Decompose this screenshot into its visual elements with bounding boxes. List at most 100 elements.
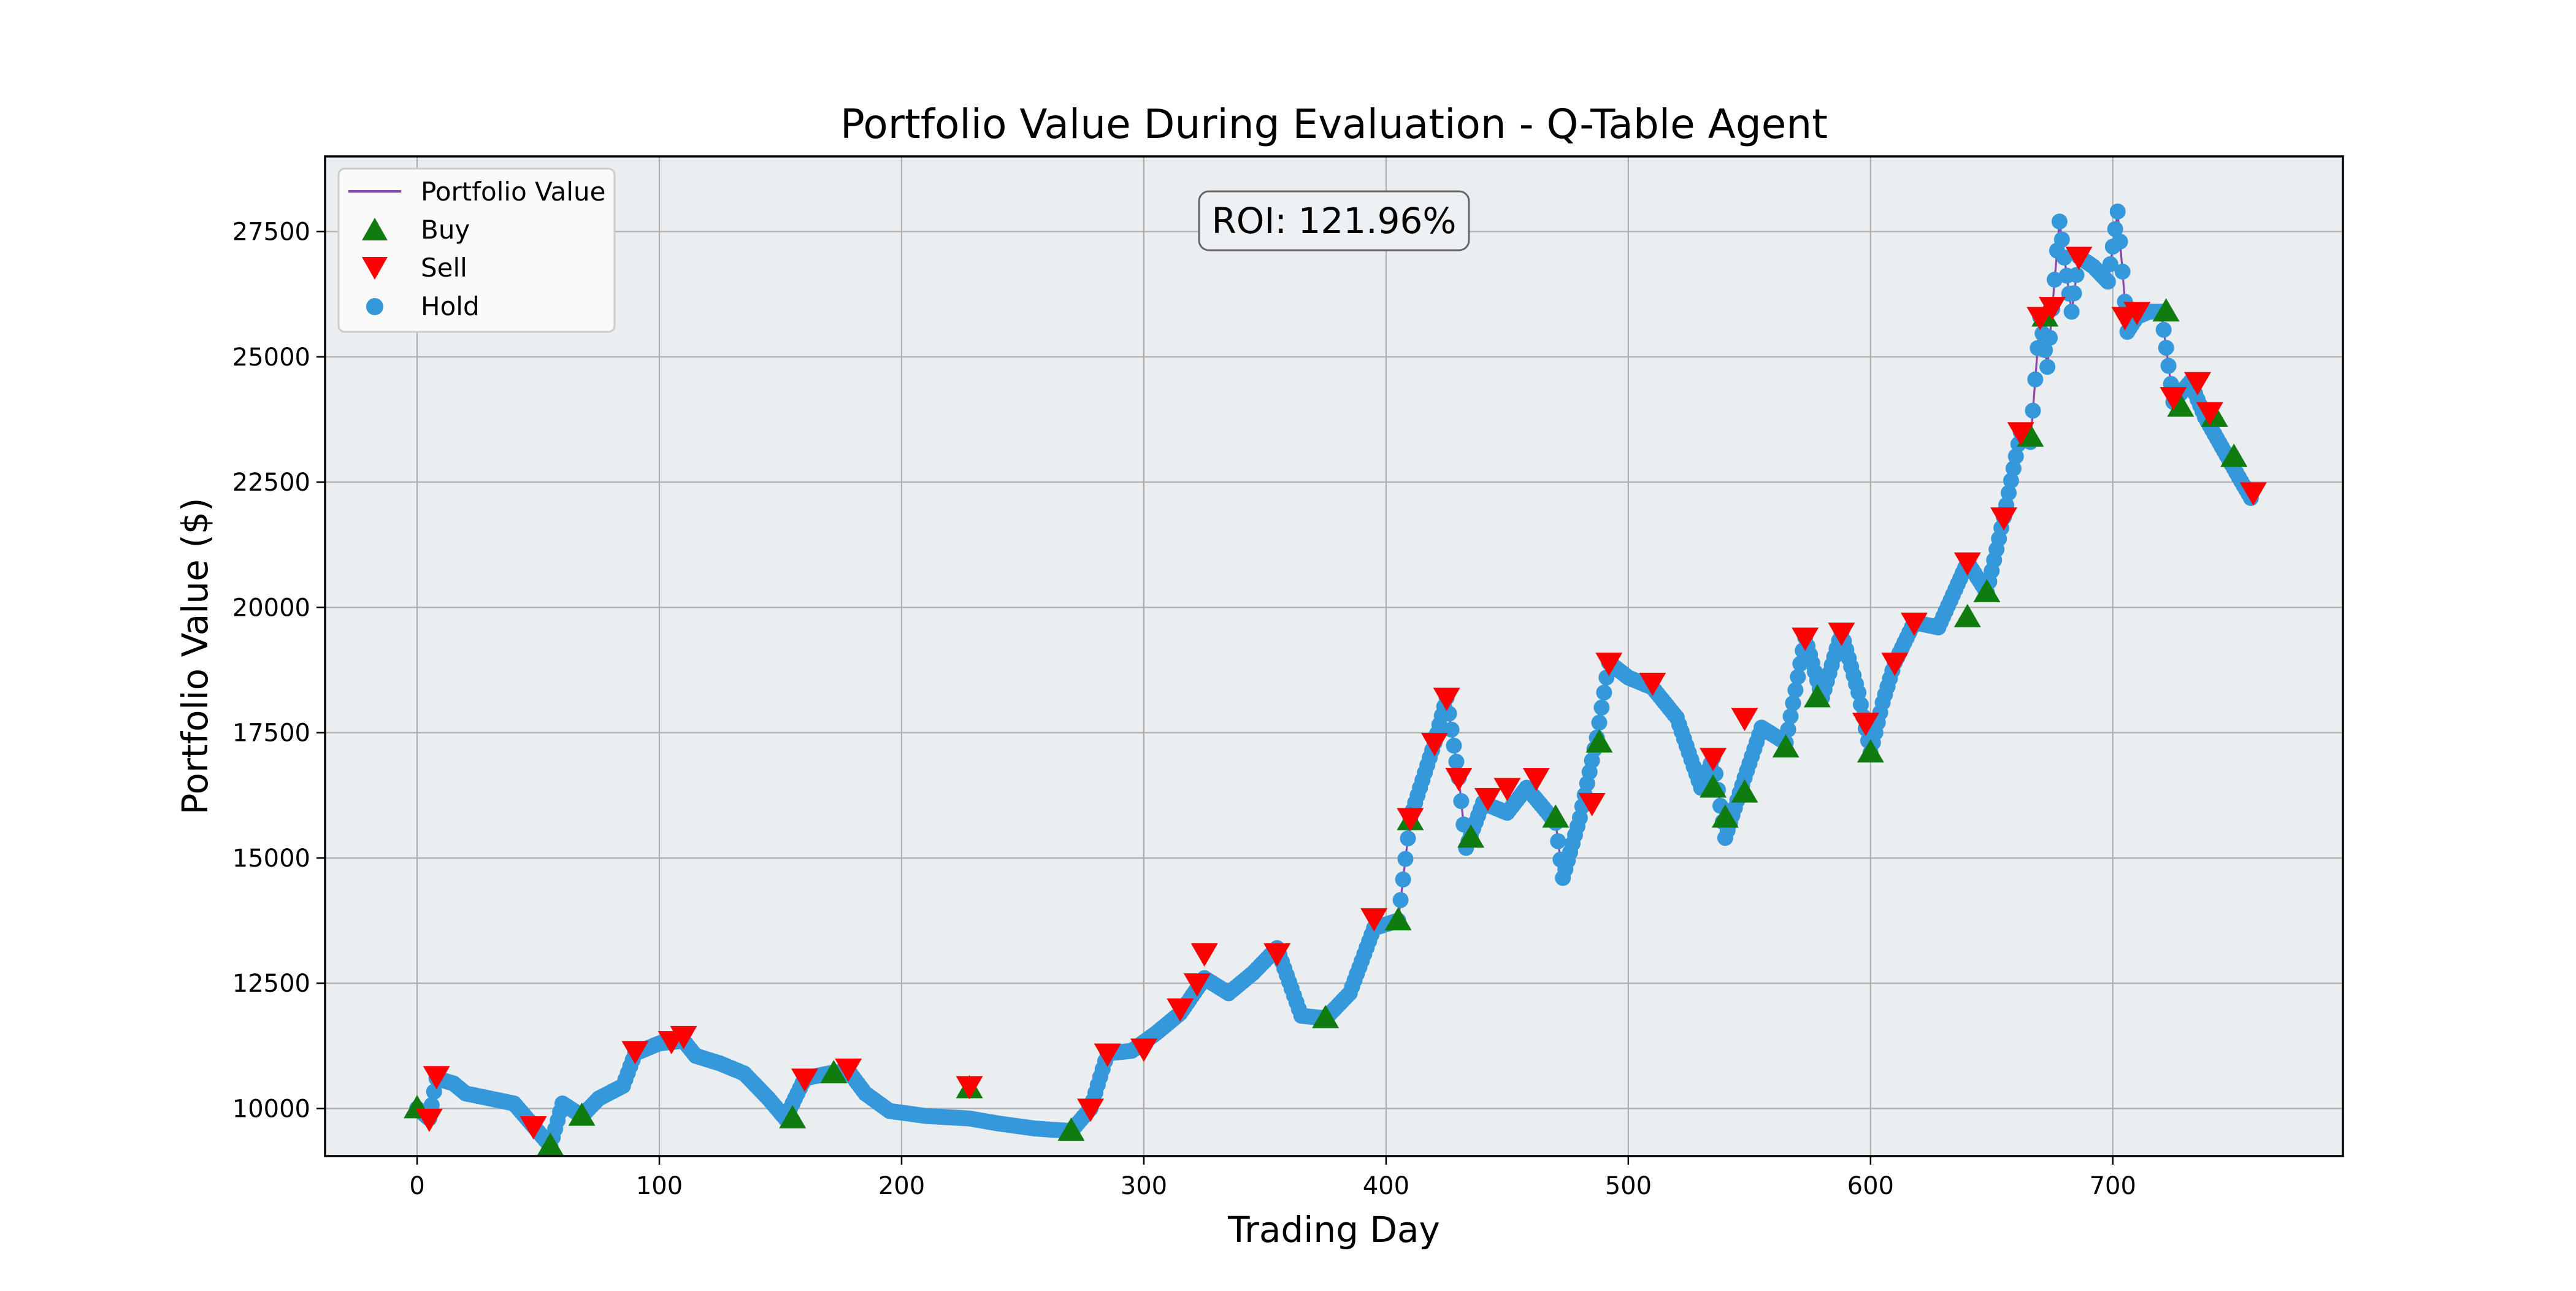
legend-label-buy: Buy: [421, 215, 470, 245]
sell-marker: [1578, 792, 1606, 816]
hold-marker: [2047, 272, 2063, 288]
buy-marker: [779, 1105, 807, 1128]
hold-marker: [1395, 872, 1411, 887]
sell-marker: [2196, 402, 2223, 426]
sell-marker: [621, 1041, 649, 1065]
sell-marker: [1420, 732, 1448, 756]
buy-marker: [1700, 774, 1727, 798]
hold-marker: [2114, 263, 2131, 280]
grid-lines: [325, 156, 2343, 1156]
hold-marker: [1400, 830, 1416, 846]
x-tick-label: 700: [2090, 1172, 2136, 1200]
hold-marker: [2039, 359, 2056, 375]
sell-marker: [519, 1116, 547, 1140]
hold-marker: [1787, 682, 1804, 699]
legend-hold-swatch: [366, 298, 383, 315]
y-tick-label: 17500: [232, 719, 310, 748]
hold-marker: [2066, 285, 2082, 302]
hold-marker: [2051, 213, 2068, 230]
sell-marker: [2026, 307, 2054, 331]
hold-marker: [2027, 371, 2044, 388]
hold-marker: [1392, 892, 1409, 908]
sell-marker: [791, 1068, 819, 1092]
buy-marker: [1312, 1005, 1340, 1029]
sell-marker: [2065, 247, 2093, 270]
sell-marker: [1900, 612, 1928, 636]
sell-marker: [1167, 998, 1194, 1022]
sell-marker: [1183, 973, 1211, 997]
buy-marker: [1857, 739, 1884, 763]
sell-marker: [415, 1108, 443, 1132]
sell-markers: [415, 247, 2267, 1140]
sell-marker: [1130, 1038, 1157, 1062]
hold-marker: [2109, 203, 2126, 220]
sell-marker: [2160, 387, 2187, 411]
hold-marker: [1593, 699, 1610, 716]
y-tick-label: 15000: [232, 845, 310, 873]
roi-annotation-text: ROI: 121.96%: [1211, 200, 1456, 242]
buy-marker: [1457, 824, 1485, 848]
sell-marker: [1474, 787, 1501, 811]
hold-marker: [1446, 737, 1462, 754]
hold-marker: [2107, 221, 2123, 237]
sell-marker: [2007, 422, 2034, 446]
sell-marker: [1522, 768, 1550, 792]
sell-marker: [670, 1025, 697, 1049]
x-tick-label: 100: [636, 1172, 683, 1200]
hold-marker: [1397, 851, 1414, 867]
x-axis-label: Trading Day: [1227, 1209, 1440, 1251]
sell-marker: [1493, 778, 1521, 802]
hold-marker: [1853, 696, 1869, 713]
hold-marker: [2102, 256, 2118, 272]
y-tick-label: 12500: [232, 970, 310, 998]
roi-annotation: ROI: 121.96%: [1198, 190, 1470, 251]
hold-marker: [1782, 708, 1799, 724]
buy-marker: [1953, 603, 1981, 627]
legend-sell-swatch: [362, 257, 388, 280]
hold-marker: [2025, 402, 2041, 419]
x-axis-ticks: 0 100 200 300 400 500 600 700: [409, 1156, 2136, 1200]
hold-marker: [2112, 233, 2128, 250]
hold-marker: [1596, 684, 1612, 701]
sell-marker: [1445, 768, 1473, 792]
sell-marker: [1792, 627, 1819, 651]
sell-marker: [1433, 688, 1460, 711]
y-tick-label: 20000: [232, 594, 310, 622]
hold-marker: [2160, 358, 2177, 374]
sell-marker: [1360, 908, 1388, 932]
legend-label-hold: Hold: [421, 291, 480, 321]
buy-marker: [1731, 779, 1758, 803]
buy-marker: [2167, 393, 2195, 417]
hold-marker: [1453, 793, 1470, 810]
sell-marker: [1397, 808, 1424, 832]
roi-annotation-box: [1198, 190, 1470, 251]
legend-label-sell: Sell: [421, 253, 467, 283]
x-tick-label: 400: [1363, 1172, 1409, 1200]
buy-marker: [2152, 298, 2180, 322]
y-tick-label: 25000: [232, 343, 310, 372]
x-tick-label: 300: [1121, 1172, 1167, 1200]
chart-title: Portfolio Value During Evaluation - Q-Ta…: [840, 101, 1828, 148]
buy-marker: [568, 1102, 596, 1126]
plot-area: [325, 156, 2343, 1156]
sell-marker: [1263, 943, 1291, 967]
hold-marker: [1850, 684, 1867, 701]
buy-marker: [1803, 684, 1831, 708]
buy-marker: [2220, 443, 2248, 467]
legend: Portfolio Value Buy Sell Hold: [337, 167, 616, 333]
buy-marker: [1384, 906, 1412, 930]
hold-marker: [1780, 721, 1796, 738]
legend-label-portfolio: Portfolio Value: [421, 177, 605, 207]
sell-marker: [1990, 507, 2018, 531]
y-tick-label: 10000: [232, 1095, 310, 1123]
sell-marker: [1595, 653, 1623, 676]
legend-box: [337, 167, 616, 333]
hold-marker: [2155, 321, 2172, 338]
sell-marker: [1953, 552, 1981, 576]
x-tick-label: 500: [1605, 1172, 1652, 1200]
hold-marker: [2042, 329, 2058, 346]
hold-marker: [1550, 833, 1566, 849]
buy-marker: [1973, 578, 2001, 602]
hold-marker: [1790, 668, 1806, 685]
hold-marker: [2063, 304, 2080, 320]
